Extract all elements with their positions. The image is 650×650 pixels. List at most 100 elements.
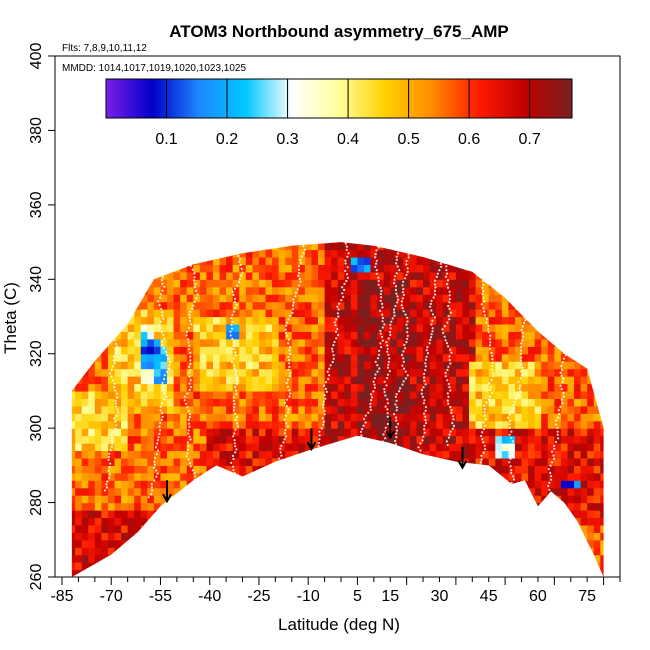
heatmap-cell xyxy=(219,539,227,548)
heatmap-cell xyxy=(304,376,313,385)
heatmap-cell xyxy=(587,301,595,310)
heatmap-cell xyxy=(462,539,470,548)
heatmap-cell xyxy=(409,271,418,280)
heatmap-cell xyxy=(337,242,345,243)
heatmap-cell xyxy=(114,309,122,318)
heatmap-cell xyxy=(370,331,378,340)
heatmap-cell xyxy=(147,361,155,370)
track-point xyxy=(111,305,114,308)
heatmap-cell xyxy=(88,271,96,280)
heatmap-cell xyxy=(541,517,549,526)
heatmap-cell xyxy=(436,286,444,295)
track-point xyxy=(401,364,404,367)
heatmap-cell xyxy=(324,524,332,533)
heatmap-cell xyxy=(304,346,313,355)
heatmap-cell xyxy=(304,532,313,541)
heatmap-cell xyxy=(212,361,221,370)
heatmap-cell xyxy=(258,383,267,392)
heatmap-cell xyxy=(88,480,96,489)
heatmap-cell xyxy=(482,294,490,303)
heatmap-cell xyxy=(344,443,352,452)
heatmap-cell xyxy=(304,242,313,251)
heatmap-cell xyxy=(212,294,221,303)
heatmap-cell xyxy=(462,264,470,273)
heatmap-cell xyxy=(337,465,345,474)
track-point xyxy=(445,255,448,258)
heatmap-cell xyxy=(475,569,483,578)
heatmap-cell xyxy=(140,510,148,519)
heatmap-cell xyxy=(357,346,365,355)
track-point xyxy=(387,353,390,356)
heatmap-cell xyxy=(127,361,135,370)
heatmap-cell xyxy=(167,309,175,318)
heatmap-cell xyxy=(212,569,221,578)
heatmap-cell xyxy=(167,480,175,489)
heatmap-cell xyxy=(304,413,313,422)
heatmap-cell xyxy=(160,368,168,377)
track-point xyxy=(424,405,427,409)
heatmap-cell xyxy=(357,301,365,310)
heatmap-cell xyxy=(541,256,549,265)
track-point xyxy=(423,376,426,379)
track-point xyxy=(359,430,363,433)
heatmap-cell xyxy=(554,420,562,429)
heatmap-cell xyxy=(193,435,201,444)
heatmap-cell xyxy=(377,346,385,355)
heatmap-cell xyxy=(304,256,313,265)
heatmap-cell xyxy=(186,301,194,310)
heatmap-cell xyxy=(219,547,227,556)
heatmap-cell xyxy=(75,368,83,377)
heatmap-cell xyxy=(383,562,391,571)
heatmap-cell xyxy=(212,420,221,429)
track-point xyxy=(369,402,372,405)
track-point xyxy=(373,377,376,380)
heatmap-cell xyxy=(245,383,253,392)
track-point xyxy=(527,306,531,309)
heatmap-cell xyxy=(337,353,345,362)
heatmap-cell xyxy=(140,264,148,273)
track-point xyxy=(475,247,479,250)
track-point xyxy=(187,432,190,435)
heatmap-cell xyxy=(469,495,477,504)
heatmap-cell xyxy=(134,547,142,556)
heatmap-cell xyxy=(265,264,273,273)
heatmap-cell xyxy=(75,487,83,496)
heatmap-cell xyxy=(331,264,339,273)
heatmap-cell xyxy=(370,279,378,288)
heatmap-cell xyxy=(127,383,135,392)
heatmap-cell xyxy=(587,309,595,318)
heatmap-cell xyxy=(331,294,339,303)
heatmap-cell xyxy=(232,286,240,295)
heatmap-cell xyxy=(252,316,260,325)
track-point xyxy=(336,327,339,331)
heatmap-cell xyxy=(127,443,135,452)
heatmap-cell xyxy=(370,502,378,511)
track-point xyxy=(382,433,385,436)
track-point xyxy=(232,310,235,313)
heatmap-cell xyxy=(219,279,227,288)
heatmap-cell xyxy=(121,309,129,318)
heatmap-cell xyxy=(245,256,253,265)
heatmap-cell xyxy=(258,457,267,466)
heatmap-cell xyxy=(528,256,536,265)
heatmap-cell xyxy=(252,294,260,303)
heatmap-cell xyxy=(226,420,234,429)
heatmap-cell xyxy=(469,383,477,392)
heatmap-cell xyxy=(134,242,142,251)
track-point xyxy=(564,350,567,354)
heatmap-cell xyxy=(212,398,221,407)
heatmap-cell xyxy=(232,242,240,251)
heatmap-cell xyxy=(541,353,549,362)
heatmap-cell xyxy=(580,331,588,340)
track-point xyxy=(387,360,390,363)
heatmap-cell xyxy=(488,338,496,347)
track-point xyxy=(576,256,579,259)
track-point xyxy=(373,478,376,481)
heatmap-cell xyxy=(180,510,188,519)
track-point xyxy=(511,475,515,478)
heatmap-cell xyxy=(574,532,582,541)
heatmap-cell xyxy=(547,249,555,258)
heatmap-cell xyxy=(252,383,260,392)
heatmap-cell xyxy=(469,547,477,556)
heatmap-cell xyxy=(278,286,286,295)
